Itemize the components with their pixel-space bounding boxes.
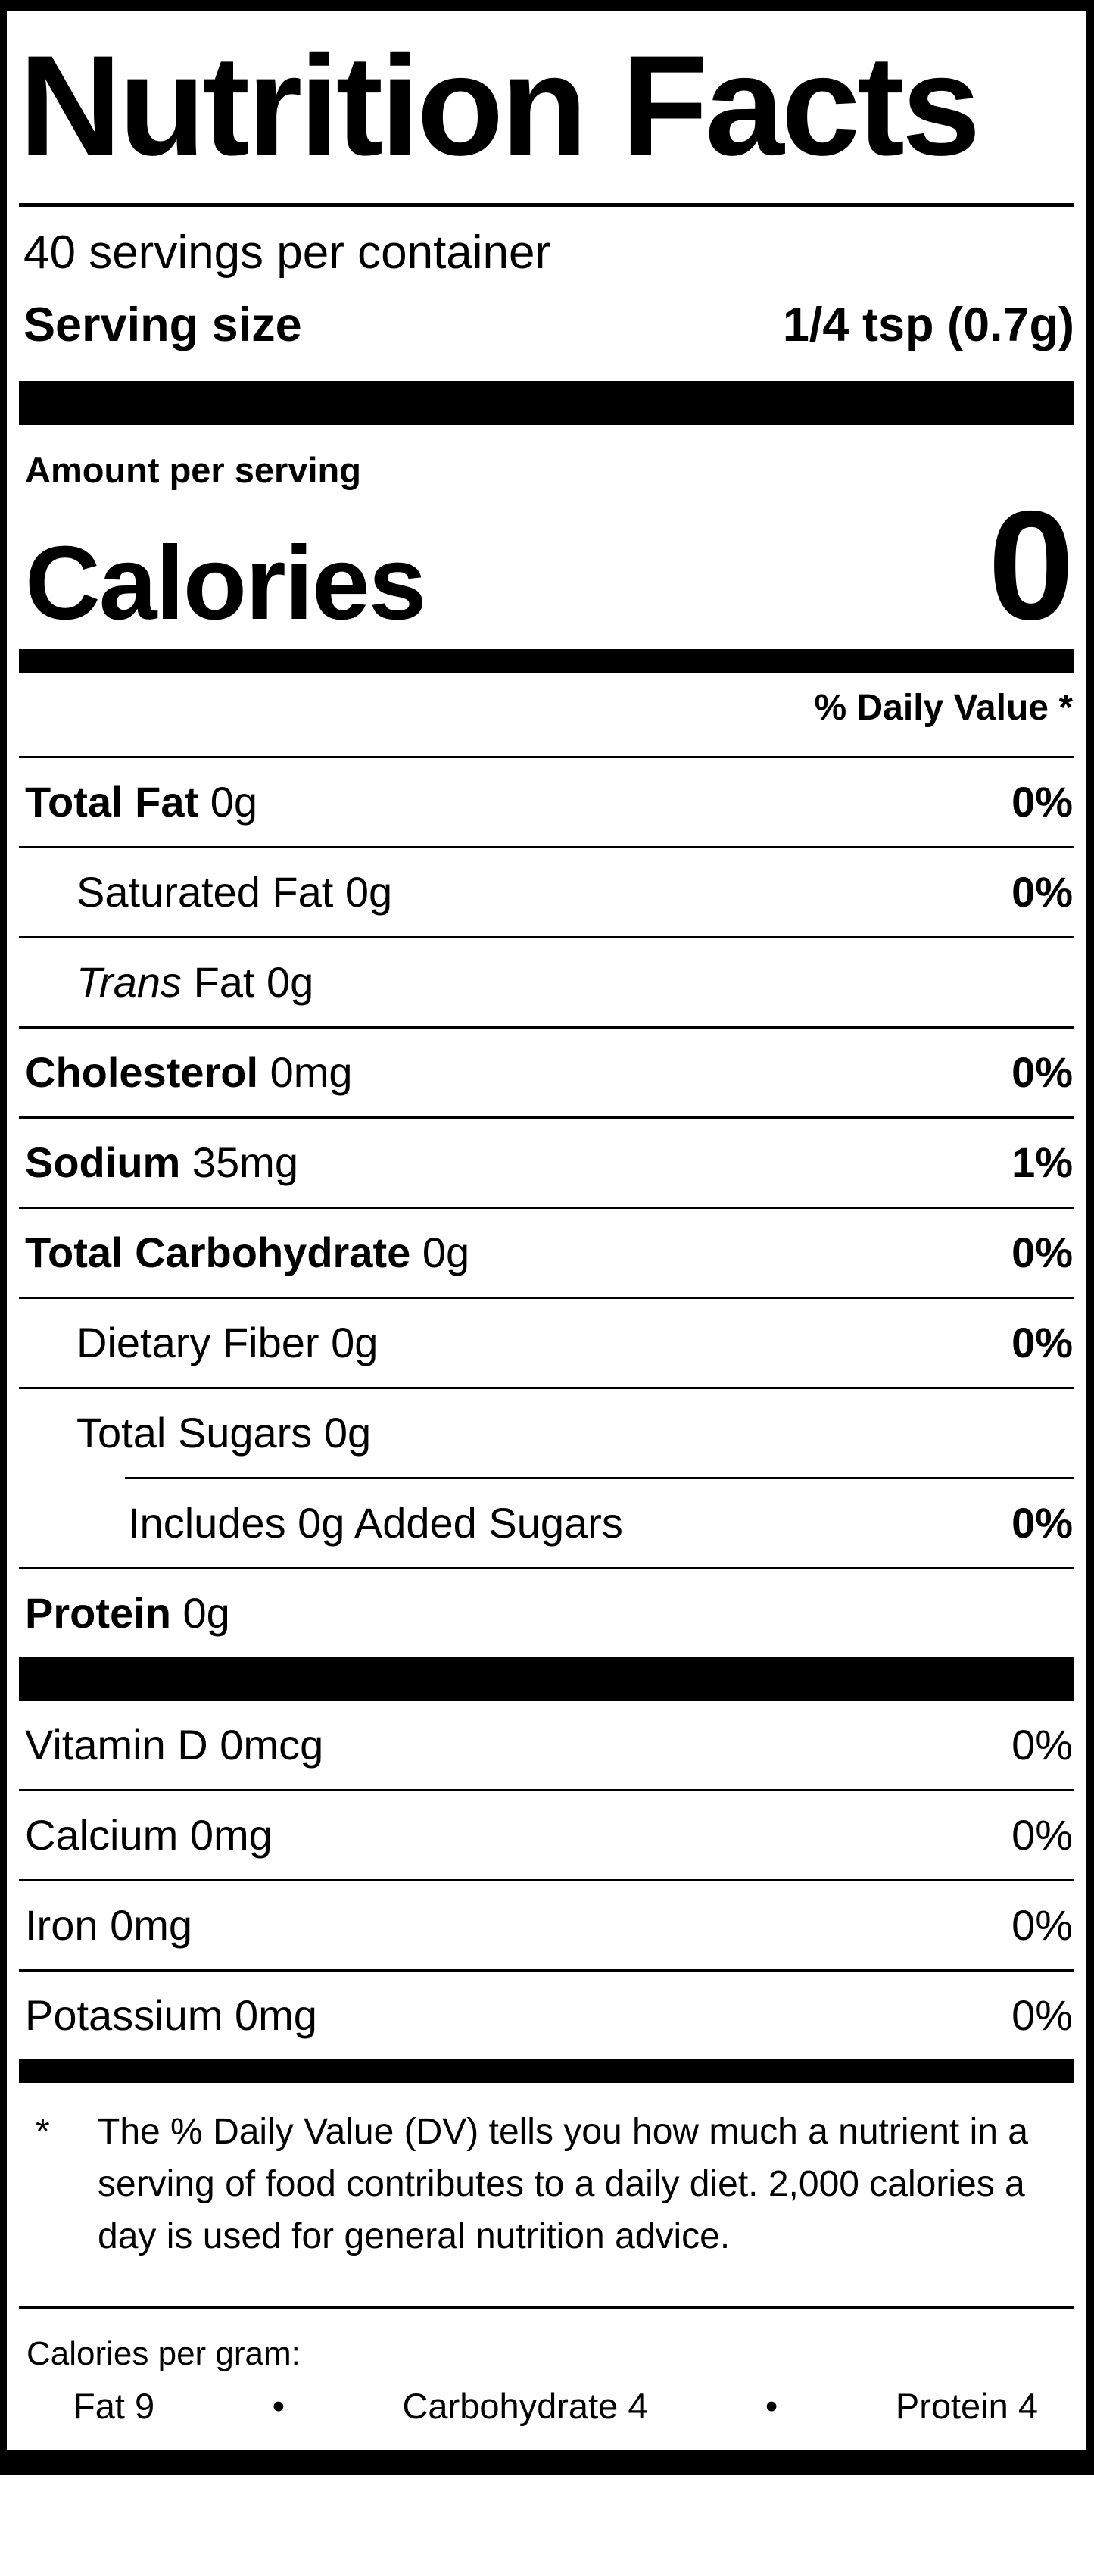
nutrient-name: Protein <box>25 1588 171 1637</box>
divider <box>19 1969 1074 1972</box>
nutrient-name: Calcium <box>25 1810 179 1859</box>
nutrient-dv: 0% <box>1011 1228 1073 1276</box>
nutrient-row-total-carbohydrate: Total Carbohydrate 0g 0% <box>19 1209 1074 1297</box>
nutrient-amount: 0g <box>422 1228 470 1276</box>
nutrient-amount: 0mcg <box>220 1720 324 1769</box>
nutrient-name: Potassium <box>25 1991 223 2039</box>
nutrient-row-sodium: Sodium 35mg 1% <box>19 1119 1074 1207</box>
divider <box>19 1386 1074 1389</box>
divider-indented <box>125 1476 1074 1479</box>
nutrient-amount: 0g <box>210 777 258 826</box>
cpg-fat: Fat 9 <box>73 2385 155 2426</box>
title-rule <box>19 203 1074 207</box>
calories-per-gram-rule <box>19 2306 1074 2309</box>
nutrient-amount: 0g <box>344 867 393 916</box>
nutrient-dv: 0% <box>1011 1720 1073 1769</box>
nutrient-name: Sodium <box>25 1138 181 1186</box>
nutrient-dv: 0% <box>1011 1810 1073 1859</box>
nutrient-row-cholesterol: Cholesterol 0mg 0% <box>19 1029 1074 1116</box>
section-bar-vitamins <box>19 1656 1074 1701</box>
nutrient-amount: 0mg <box>189 1810 273 1859</box>
divider <box>19 1878 1074 1881</box>
nutrient-dv: 0% <box>1011 1900 1073 1949</box>
nutrient-name: Includes 0g Added Sugars <box>128 1498 623 1547</box>
nutrient-dv: 0% <box>1011 1318 1073 1366</box>
nutrient-amount: 0g <box>331 1318 379 1366</box>
nutrient-name: Saturated Fat <box>76 867 334 916</box>
nutrient-name: Trans <box>76 957 182 1006</box>
serving-size-row: Serving size 1/4 tsp (0.7g) <box>19 299 1074 381</box>
nutrient-row-total-fat: Total Fat 0g 0% <box>19 758 1074 846</box>
nutrient-row-calcium: Calcium 0mg 0% <box>19 1791 1074 1879</box>
footnote-text: The % Daily Value (DV) tells you how muc… <box>98 2111 1028 2256</box>
daily-value-footnote: * The % Daily Value (DV) tells you how m… <box>19 2083 1074 2272</box>
nutrient-name: Iron <box>25 1900 98 1949</box>
nutrient-row-saturated-fat: Saturated Fat 0g 0% <box>19 848 1074 936</box>
divider <box>19 935 1074 938</box>
nutrient-dv: 0% <box>1011 1991 1073 2039</box>
nutrient-row-dietary-fiber: Dietary Fiber 0g 0% <box>19 1299 1074 1387</box>
nutrient-amount: 0g <box>182 1588 230 1637</box>
nutrient-name: Vitamin D <box>25 1720 208 1769</box>
nutrient-row-vitamin-d: Vitamin D 0mcg 0% <box>19 1701 1074 1789</box>
nutrient-row-protein: Protein 0g <box>19 1569 1074 1657</box>
calories-label: Calories <box>25 525 427 642</box>
cpg-carbohydrate: Carbohydrate 4 <box>402 2385 648 2426</box>
divider <box>19 1566 1074 1569</box>
nutrition-facts-label: Nutrition Facts 40 servings per containe… <box>0 0 1094 2475</box>
nutrient-name: Cholesterol <box>25 1048 259 1096</box>
nutrient-name: Total Carbohydrate <box>25 1228 411 1276</box>
divider <box>19 1206 1074 1209</box>
divider <box>19 1296 1074 1299</box>
divider <box>19 1026 1074 1029</box>
nutrient-amount: 0mg <box>110 1900 192 1949</box>
nutrient-dv: 0% <box>1011 777 1073 826</box>
nutrient-name: Total Fat <box>25 777 199 826</box>
nutrient-dv: 0% <box>1011 867 1073 916</box>
divider <box>19 1788 1074 1791</box>
section-bar-top <box>19 381 1074 425</box>
nutrient-dv: 0% <box>1011 1048 1073 1096</box>
servings-per-container: 40 servings per container <box>23 226 551 279</box>
calories-row: Calories 0 <box>19 479 1074 652</box>
nutrient-amount: 0g <box>323 1408 372 1457</box>
divider <box>19 755 1074 758</box>
cpg-protein: Protein 4 <box>895 2385 1038 2426</box>
nutrient-row-added-sugars: Includes 0g Added Sugars 0% <box>19 1479 1074 1567</box>
calories-value: 0 <box>987 479 1074 652</box>
nutrient-row-iron: Iron 0mg 0% <box>19 1881 1074 1969</box>
nutrient-row-trans-fat: Trans Fat 0g <box>19 938 1074 1026</box>
footnote-asterisk: * <box>36 2111 50 2152</box>
serving-size-value: 1/4 tsp (0.7g) <box>782 298 1074 351</box>
calories-per-gram-label: Calories per gram: <box>26 2334 301 2372</box>
nutrient-dv: 1% <box>1011 1138 1073 1186</box>
daily-value-header: % Daily Value * <box>814 687 1073 728</box>
bullet-icon: • <box>272 2385 285 2426</box>
nutrient-name: Dietary Fiber <box>76 1318 319 1366</box>
divider <box>19 1116 1074 1119</box>
nutrient-amount: Fat 0g <box>193 957 314 1006</box>
nutrient-amount: 35mg <box>192 1138 298 1186</box>
label-bottom-bar <box>7 2450 1086 2475</box>
calories-separator-bar <box>19 648 1074 673</box>
nutrient-amount: 0mg <box>235 1991 317 2039</box>
footnote-separator-bar <box>19 2059 1074 2083</box>
divider <box>19 845 1074 848</box>
nutrient-dv: 0% <box>1011 1498 1073 1547</box>
label-title: Nutrition Facts <box>19 26 980 185</box>
nutrient-name: Total Sugars <box>76 1408 313 1457</box>
nutrient-amount: 0mg <box>270 1048 353 1096</box>
bullet-icon: • <box>765 2385 778 2426</box>
amount-per-serving-label: Amount per serving <box>25 450 361 490</box>
calories-per-gram-values: Fat 9 • Carbohydrate 4 • Protein 4 <box>19 2385 1074 2426</box>
nutrient-row-total-sugars: Total Sugars 0g <box>19 1389 1074 1477</box>
nutrient-row-potassium: Potassium 0mg 0% <box>19 1972 1074 2059</box>
serving-size-label: Serving size <box>23 298 302 351</box>
